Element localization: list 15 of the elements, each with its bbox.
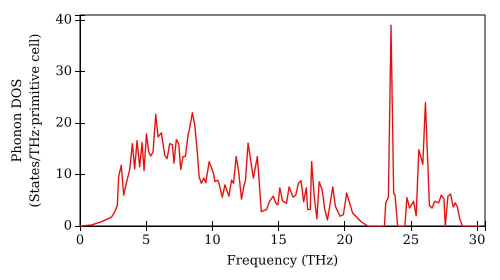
x-tick-label: 5: [142, 233, 150, 248]
x-tick-label: 20: [336, 233, 353, 248]
x-tick-label: 15: [270, 233, 287, 248]
x-axis-title: Frequency (THz): [226, 253, 338, 268]
x-tick-label: 10: [204, 233, 221, 248]
x-tick-label: 25: [402, 233, 420, 248]
x-tick-label: 30: [468, 233, 486, 248]
y-axis-title: Phonon DOS (States/THz·primitive cell): [10, 33, 44, 208]
y-tick-label: 10: [55, 167, 72, 182]
x-tick-label: 0: [76, 233, 84, 248]
y-tick-label: 0: [64, 218, 72, 234]
line-series: [79, 24, 480, 227]
y-tick-label: 20: [55, 116, 72, 131]
y-tick-label: 30: [55, 64, 72, 80]
y-tick-label: 40: [55, 12, 72, 28]
